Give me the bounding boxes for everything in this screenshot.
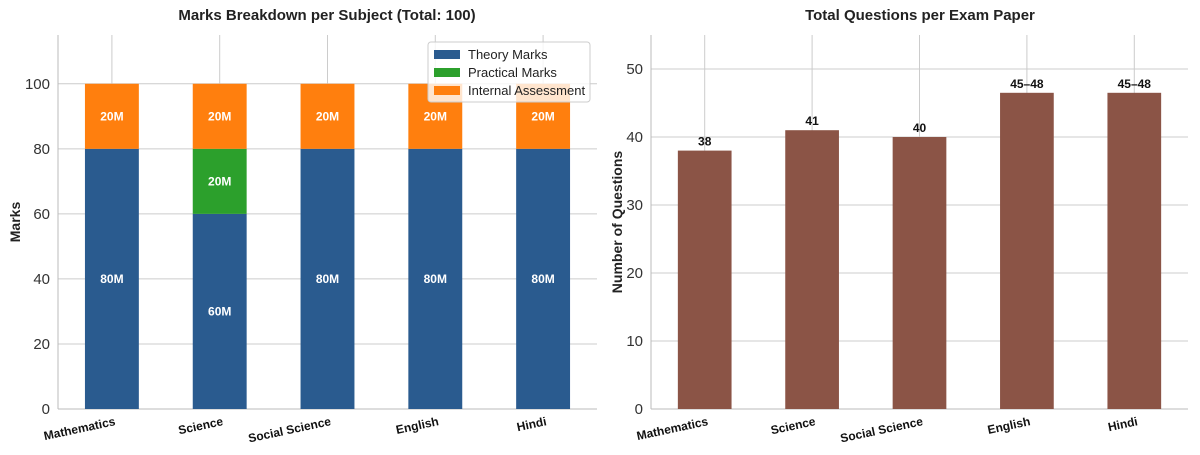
marks-breakdown-chart: Marks Breakdown per Subject (Total: 100)…	[7, 7, 597, 445]
bar-segment	[300, 83, 355, 149]
segment-label: 80M	[316, 272, 339, 286]
y-tick-label: 0	[42, 401, 50, 418]
segment-label: 80M	[424, 272, 447, 286]
bar-value-label: 45–48	[1118, 77, 1152, 91]
bar	[1000, 92, 1054, 410]
segment-label: 80M	[100, 272, 123, 286]
bar-segment	[300, 148, 355, 409]
y-axis-label: Marks	[7, 202, 23, 243]
y-tick-label: 100	[25, 76, 50, 93]
x-tick-label: Social Science	[247, 414, 332, 445]
segment-label: 20M	[424, 109, 447, 123]
x-tick-label: English	[395, 414, 440, 437]
legend-label: Practical Marks	[468, 65, 557, 80]
bar-value-label: 38	[698, 135, 712, 149]
legend-swatch	[434, 50, 460, 59]
bar-value-label: 45–48	[1010, 77, 1044, 91]
y-tick-label: 0	[635, 401, 643, 418]
bar	[785, 130, 839, 409]
legend-box	[427, 41, 591, 103]
bar	[677, 150, 732, 409]
segment-label: 80M	[531, 272, 554, 286]
chart-title: Total Questions per Exam Paper	[805, 7, 1035, 24]
x-tick-label: Hindi	[515, 414, 547, 434]
x-tick-label: Science	[769, 414, 817, 437]
y-tick-label: 40	[626, 129, 643, 146]
y-tick-label: 30	[626, 197, 643, 214]
chart-title: Marks Breakdown per Subject (Total: 100)	[178, 7, 475, 24]
segment-label: 20M	[208, 109, 231, 123]
bar-segment	[192, 83, 247, 149]
x-tick-label: Science	[177, 414, 225, 437]
y-tick-label: 20	[33, 336, 50, 353]
y-tick-label: 10	[626, 333, 643, 350]
x-tick-label: Hindi	[1107, 414, 1139, 434]
y-tick-label: 80	[33, 141, 50, 158]
bar-segment	[192, 148, 247, 214]
segment-label: 20M	[100, 109, 123, 123]
questions-chart: Total Questions per Exam Paper Number of …	[609, 7, 1188, 445]
legend-swatch	[434, 68, 460, 77]
y-tick-label: 60	[33, 206, 50, 223]
bar-segment	[84, 148, 139, 409]
legend-label: Theory Marks	[468, 47, 548, 62]
bar-segment	[192, 213, 247, 409]
segment-label: 20M	[531, 109, 554, 123]
x-tick-label: Mathematics	[635, 414, 709, 443]
segment-label: 20M	[316, 109, 339, 123]
bar-segment	[408, 148, 463, 409]
y-tick-label: 50	[626, 61, 643, 78]
x-tick-label: English	[986, 414, 1031, 437]
bar-segment	[84, 83, 139, 149]
y-tick-label: 40	[33, 271, 50, 288]
x-tick-label: Mathematics	[42, 414, 116, 443]
bar	[1107, 92, 1162, 410]
bar-segment	[516, 148, 571, 409]
segment-label: 60M	[208, 304, 231, 318]
y-axis-label: Number of Questions	[609, 151, 625, 294]
x-tick-label: Social Science	[839, 414, 924, 445]
y-tick-label: 20	[626, 265, 643, 282]
bar-value-label: 40	[913, 121, 927, 135]
bar	[892, 137, 947, 409]
bar-value-label: 41	[805, 114, 819, 128]
segment-label: 20M	[208, 174, 231, 188]
legend-swatch	[434, 86, 460, 95]
legend-label: Internal Assessment	[468, 83, 585, 98]
